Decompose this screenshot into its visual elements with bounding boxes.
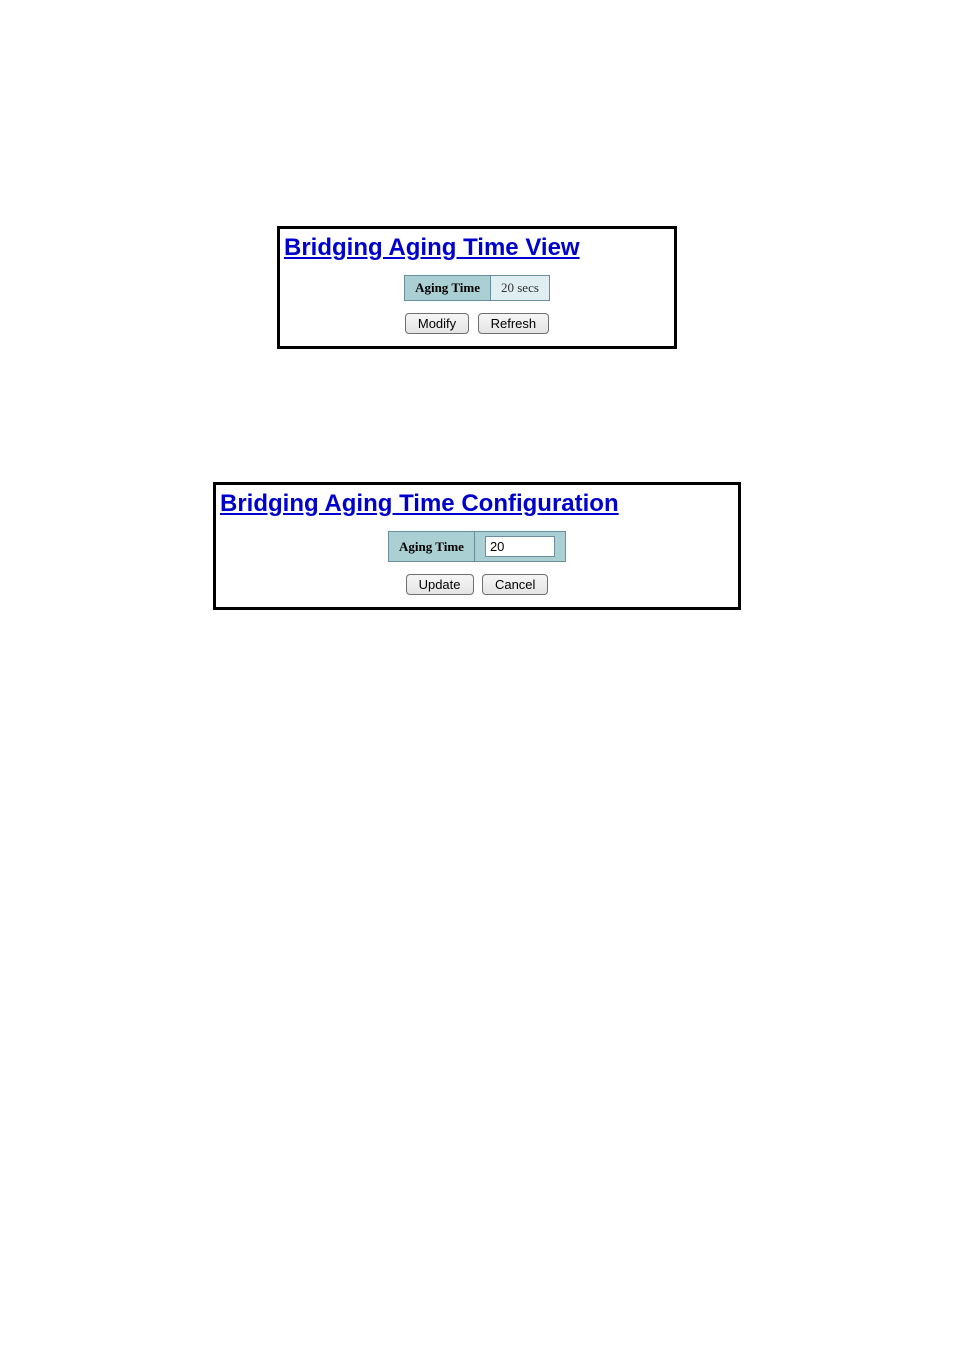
view-panel-title: Bridging Aging Time View xyxy=(284,235,670,261)
aging-time-value: 20 secs xyxy=(490,276,549,301)
config-data-table: Aging Time xyxy=(388,531,566,562)
config-panel-title: Bridging Aging Time Configuration xyxy=(220,491,734,517)
modify-button[interactable]: Modify xyxy=(405,313,469,334)
table-row: Aging Time xyxy=(389,532,566,562)
update-button[interactable]: Update xyxy=(406,574,474,595)
refresh-button[interactable]: Refresh xyxy=(478,313,550,334)
aging-time-config-panel: Bridging Aging Time Configuration Aging … xyxy=(213,482,741,610)
aging-time-config-label: Aging Time xyxy=(389,532,475,562)
aging-time-input-cell xyxy=(474,532,565,562)
cancel-button[interactable]: Cancel xyxy=(482,574,548,595)
view-data-table: Aging Time 20 secs xyxy=(404,275,550,301)
table-row: Aging Time 20 secs xyxy=(405,276,550,301)
config-button-row: Update Cancel xyxy=(220,574,734,595)
view-button-row: Modify Refresh xyxy=(284,313,670,334)
aging-time-label: Aging Time xyxy=(405,276,491,301)
aging-time-view-panel: Bridging Aging Time View Aging Time 20 s… xyxy=(277,226,677,349)
aging-time-input[interactable] xyxy=(485,536,555,557)
